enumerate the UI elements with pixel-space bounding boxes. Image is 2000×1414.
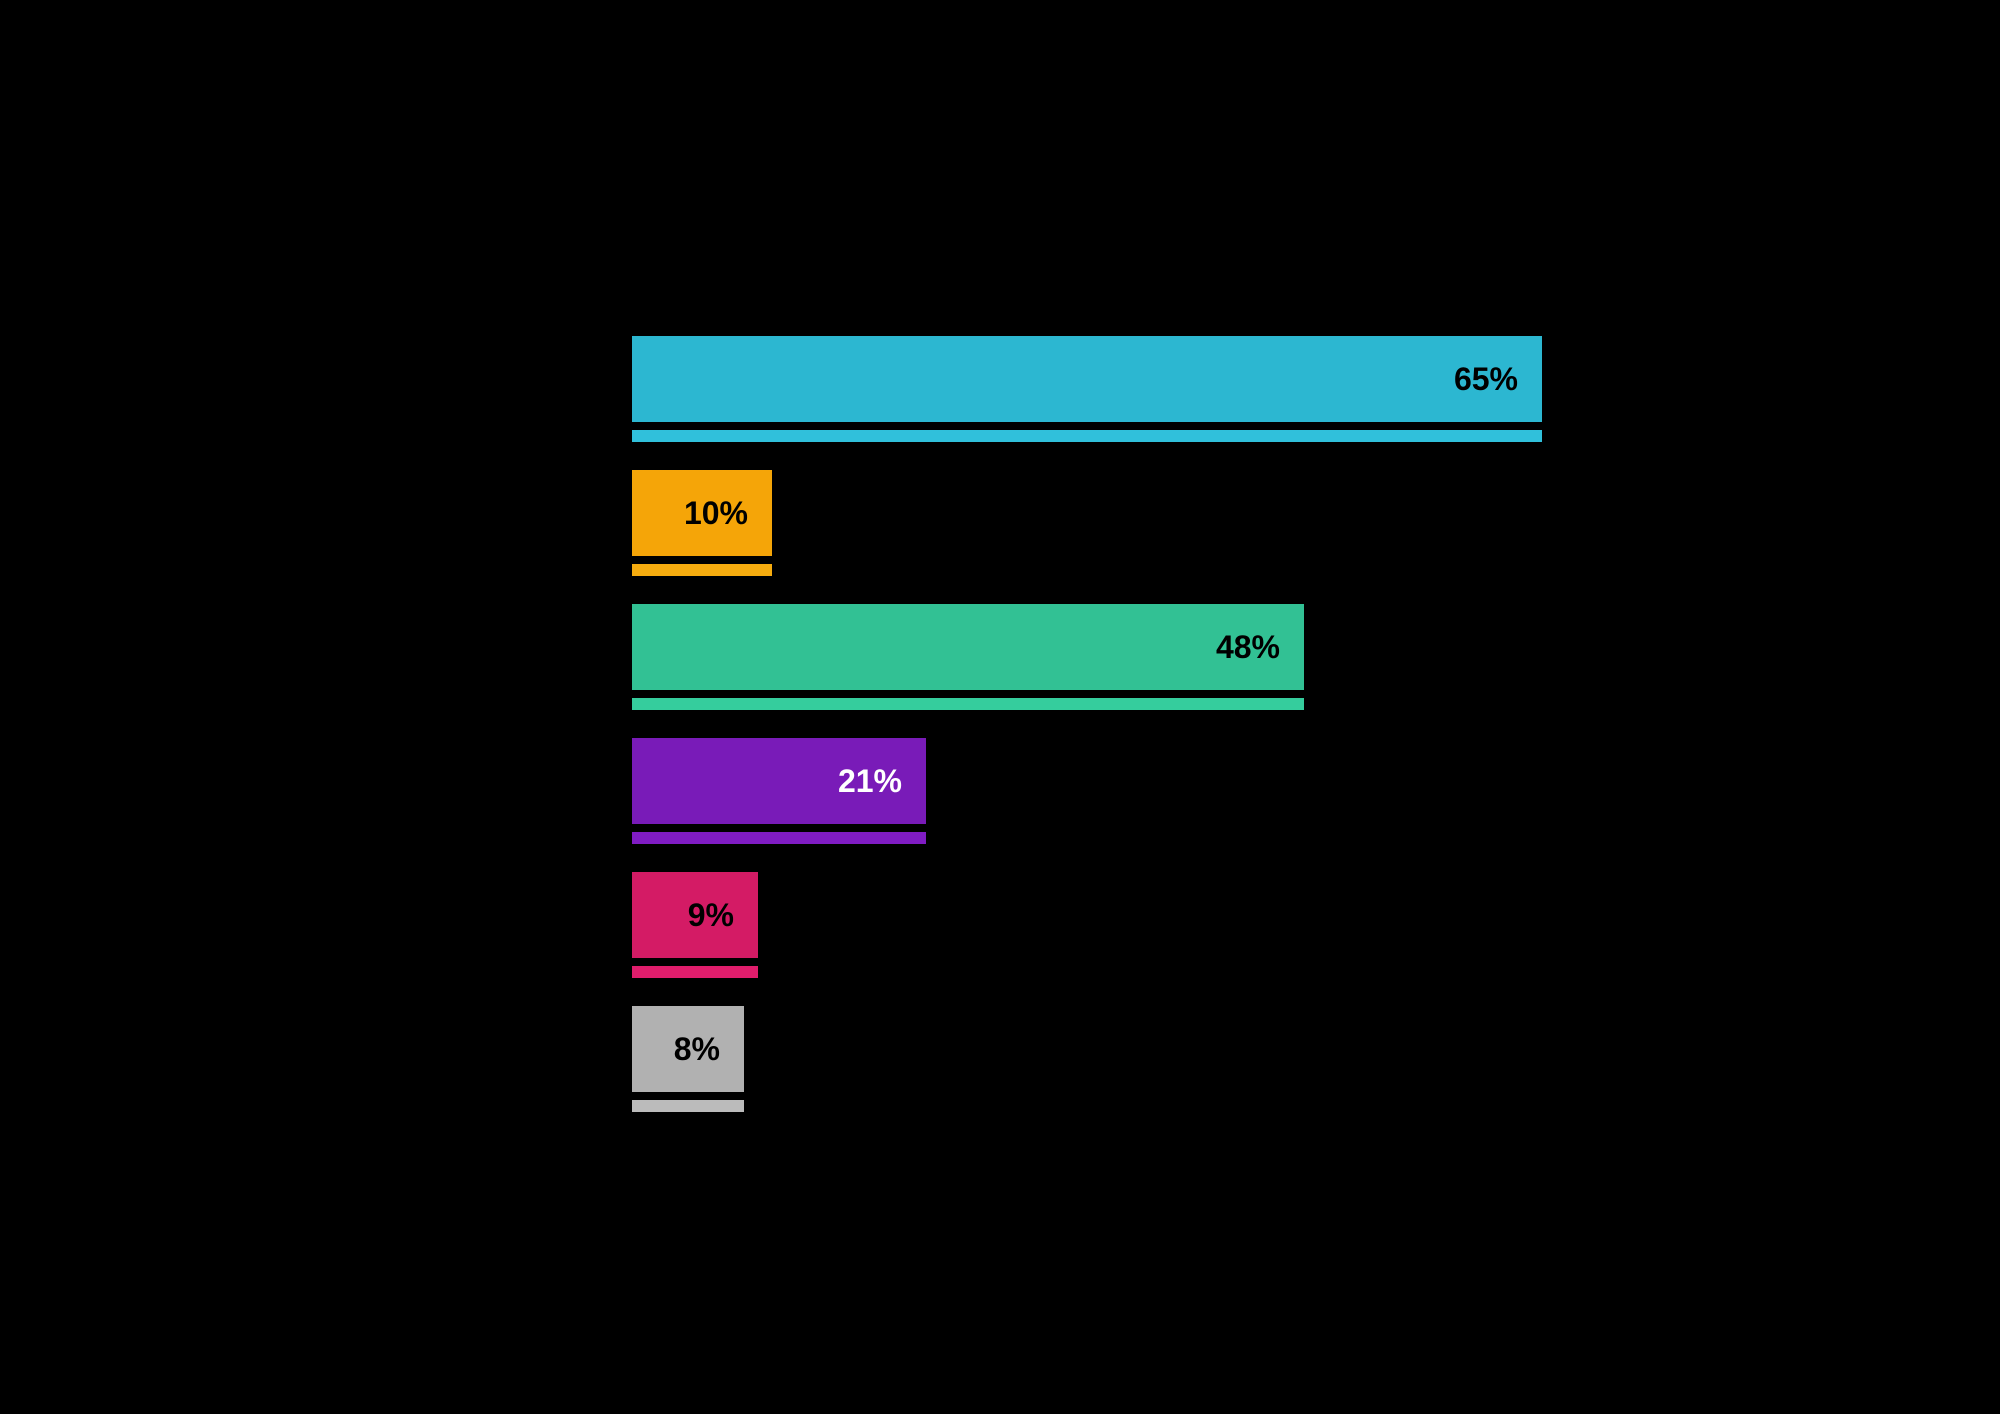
bar <box>632 336 1542 422</box>
bar-underline <box>632 966 758 978</box>
bar-value-label: 21% <box>838 763 902 800</box>
bar-underline <box>632 832 926 844</box>
bar <box>632 604 1304 690</box>
bar-underline <box>632 430 1542 442</box>
bar-underline <box>632 698 1304 710</box>
bar-value-label: 48% <box>1216 629 1280 666</box>
bar-value-label: 9% <box>688 897 734 934</box>
bar-underline <box>632 564 772 576</box>
bar-value-label: 8% <box>674 1031 720 1068</box>
bar-underline <box>632 1100 744 1112</box>
bar-value-label: 10% <box>684 495 748 532</box>
bar-value-label: 65% <box>1454 361 1518 398</box>
